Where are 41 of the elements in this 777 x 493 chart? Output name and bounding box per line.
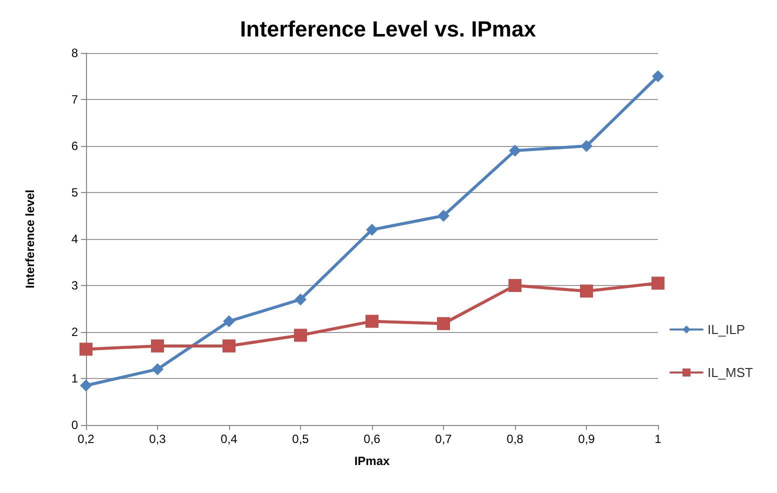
x-axis-title: IPmax: [354, 454, 390, 468]
point: [294, 293, 306, 306]
y-tick-label: 6: [71, 139, 78, 153]
point: [508, 279, 522, 292]
x-tick-label: 1: [654, 432, 662, 446]
point: [80, 379, 92, 392]
x-tick-label: 0,5: [292, 432, 310, 446]
x-tick-label: 0,2: [78, 432, 95, 446]
y-tick-label: 5: [71, 186, 78, 200]
point: [652, 276, 664, 290]
chart-title: Interference Level vs. IPmax: [240, 16, 537, 42]
x-tick-label: 0,4: [220, 432, 238, 446]
y-tick-label: 1: [71, 372, 78, 386]
y-tick-label: 2: [71, 325, 78, 339]
x-tick-label: 0,7: [435, 432, 452, 446]
point: [652, 70, 664, 82]
x-tick-label: 0,9: [578, 432, 596, 446]
y-axis-title: Interference level: [23, 190, 37, 288]
legend-label: IL_MST: [707, 365, 754, 380]
y-tick-label: 7: [71, 92, 78, 106]
point: [294, 328, 307, 342]
point: [222, 339, 236, 352]
point: [437, 317, 450, 330]
point: [438, 210, 450, 222]
point: [366, 314, 378, 328]
point: [580, 140, 592, 152]
point: [580, 284, 593, 298]
x-tick-label: 0,6: [364, 432, 381, 446]
legend-label: IL_ILP: [707, 322, 746, 337]
y-tick-label: 8: [71, 46, 78, 60]
y-tick-label: 0: [71, 418, 78, 432]
point: [223, 315, 235, 328]
y-tick-label: 4: [71, 232, 78, 246]
point: [151, 339, 164, 352]
y-tick-label: 3: [71, 278, 78, 292]
point: [152, 363, 164, 376]
point: [366, 224, 378, 236]
x-tick-label: 0,8: [506, 432, 524, 446]
point: [80, 342, 92, 356]
point: [509, 144, 521, 157]
x-tick-label: 0,3: [149, 432, 166, 446]
